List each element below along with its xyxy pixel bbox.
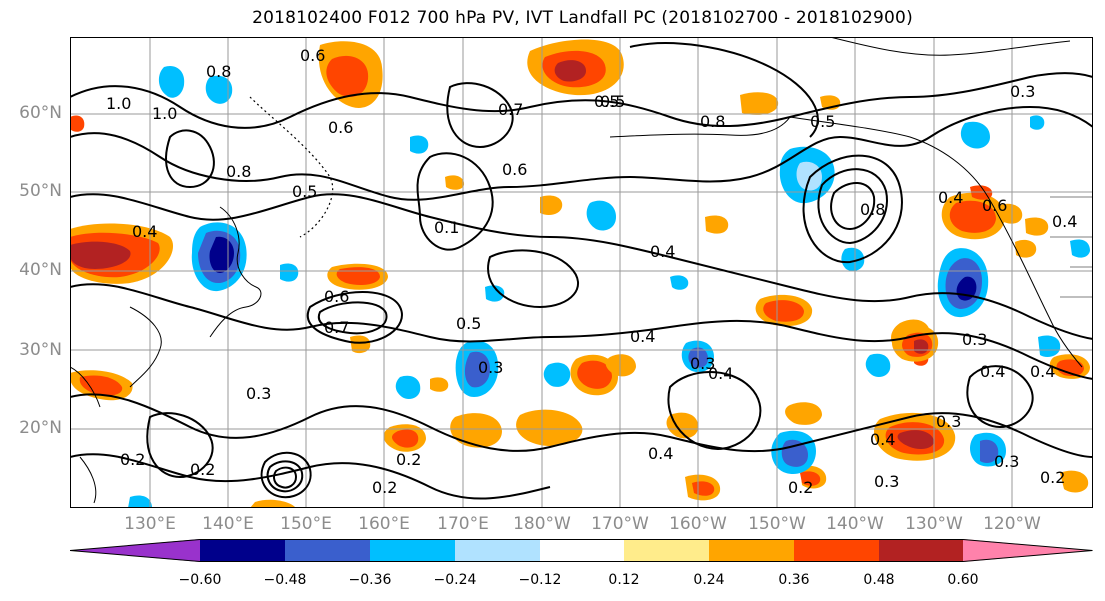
colorbar-segment [540, 539, 624, 562]
colorbar-segment [879, 539, 963, 562]
contour-label: 0.7 [498, 100, 523, 119]
negative-anomaly-fills [128, 65, 1090, 508]
contour-label: 0.2 [190, 460, 215, 479]
lon-label-170e: 170°E [437, 514, 489, 534]
colorbar-segment [794, 539, 879, 562]
contour-label: 0.2 [372, 478, 397, 497]
contour-label: 0.2 [120, 450, 145, 469]
colorbar-tick: 0.12 [608, 572, 640, 588]
contour-label: 0.3 [478, 358, 503, 377]
contour-label: 0.4 [980, 362, 1005, 381]
contour-label: 0.3 [874, 472, 899, 491]
colorbar-tick: −0.48 [263, 572, 307, 588]
colorbar-segment [370, 539, 455, 562]
lon-label-140w: 140°W [826, 514, 884, 534]
contour-label: 1.0 [152, 104, 177, 123]
contour-label: 0.4 [132, 222, 157, 241]
contour-label: 0.6 [300, 46, 325, 65]
lat-label-40n: 40°N [19, 260, 62, 280]
lon-label-150w: 150°W [748, 514, 806, 534]
coastlines [70, 37, 1093, 504]
contour-label: 0.5 [594, 92, 619, 111]
contour-label: 0.3 [994, 452, 1019, 471]
contour-label: 0.2 [396, 450, 421, 469]
contour-label: 0.5 [292, 182, 317, 201]
contour-label: 0.4 [708, 364, 733, 383]
contour-label: 0.6 [982, 196, 1007, 215]
colorbar-tick: 0.60 [947, 572, 979, 588]
contour-label: 1.0 [106, 94, 131, 113]
colorbar [69, 539, 1093, 562]
lat-label-30n: 30°N [19, 340, 62, 360]
contour-label: 0.3 [936, 412, 961, 431]
contour-label: 0.3 [690, 354, 715, 373]
colorbar-tick: −0.12 [518, 572, 562, 588]
lon-label-170w: 170°W [591, 514, 649, 534]
colorbar-tick: −0.60 [178, 572, 222, 588]
contour-label: 0.8 [226, 162, 251, 181]
colorbar-tick: 0.48 [863, 572, 895, 588]
contour-label: 0.4 [938, 188, 963, 207]
contour-label: 0.4 [648, 444, 673, 463]
colorbar-extend-high [963, 539, 1093, 562]
lat-label-20n: 20°N [19, 418, 62, 438]
lat-label-50n: 50°N [19, 181, 62, 201]
contour-label: 0.8 [700, 112, 725, 131]
contour-label: 0.4 [1030, 362, 1055, 381]
figure-title: 2018102400 F012 700 hPa PV, IVT Landfall… [252, 8, 913, 28]
lon-label-150e: 150°E [280, 514, 332, 534]
lon-label-140e: 140°E [202, 514, 254, 534]
colorbar-tick: −0.36 [348, 572, 392, 588]
contour-label: 0.2 [788, 478, 813, 497]
contour-label: 0.6 [502, 160, 527, 179]
colorbar-segment [455, 539, 540, 562]
pv-contours [70, 42, 1093, 500]
colorbar-tick: −0.24 [433, 572, 477, 588]
contour-label: 0.1 [434, 218, 459, 237]
positive-anomaly-fills [70, 39, 1090, 508]
lat-label-60n: 60°N [19, 103, 62, 123]
colorbar-segment [624, 539, 709, 562]
colorbar-extend-low [70, 539, 200, 562]
lon-label-130w: 130°W [905, 514, 963, 534]
contour-label: 0.5 [600, 92, 625, 111]
contour-label: 0.4 [1052, 212, 1077, 231]
colorbar-segment [285, 539, 370, 562]
contour-label: 0.4 [650, 242, 675, 261]
contour-label: 0.8 [860, 200, 885, 219]
contour-label: 0.6 [328, 118, 353, 137]
colorbar-segment [709, 539, 794, 562]
colorbar-tick: 0.36 [778, 572, 810, 588]
graticule [70, 37, 1093, 508]
contour-label: 0.2 [1040, 468, 1065, 487]
contour-label: 0.5 [456, 314, 481, 333]
map-panel: 1.0 1.0 0.8 0.6 0.8 0.6 0.5 0.4 0.6 0.7 … [70, 37, 1093, 508]
contour-label: 0.8 [206, 62, 231, 81]
lon-label-130e: 130°E [124, 514, 176, 534]
lon-label-160e: 160°E [358, 514, 410, 534]
contour-label: 0.7 [324, 318, 349, 337]
contour-label: 0.3 [246, 384, 271, 403]
colorbar-segment [200, 539, 285, 562]
contour-label: 0.4 [630, 327, 655, 346]
contour-label-group: 1.0 1.0 0.8 0.6 0.8 0.6 0.5 0.4 0.6 0.7 … [106, 46, 1077, 497]
contour-label: 0.4 [870, 430, 895, 449]
map-canvas: 1.0 1.0 0.8 0.6 0.8 0.6 0.5 0.4 0.6 0.7 … [70, 37, 1093, 508]
lon-label-120w: 120°W [983, 514, 1041, 534]
contour-label: 0.3 [962, 330, 987, 349]
lon-label-160w: 160°W [669, 514, 727, 534]
lon-label-180w: 180°W [513, 514, 571, 534]
contour-label: 0.3 [1010, 82, 1035, 101]
contour-label: 0.6 [324, 287, 349, 306]
colorbar-tick: 0.24 [693, 572, 725, 588]
contour-label: 0.5 [810, 112, 835, 131]
